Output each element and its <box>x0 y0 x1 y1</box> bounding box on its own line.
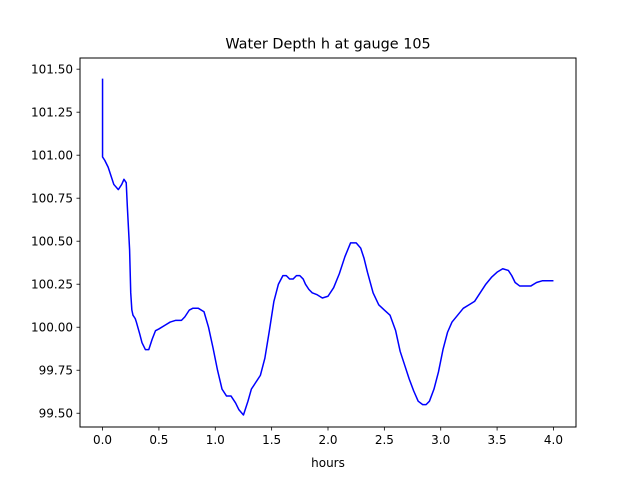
x-tick-label: 1.0 <box>206 433 225 447</box>
chart-title: Water Depth h at gauge 105 <box>225 37 430 53</box>
x-tick-label: 3.0 <box>431 433 450 447</box>
x-tick-label: 4.0 <box>544 433 563 447</box>
x-tick-label: 2.0 <box>318 433 337 447</box>
series-line-0 <box>101 78 554 416</box>
y-tick-label: 101.00 <box>31 148 73 162</box>
y-tick-label: 99.75 <box>39 364 73 378</box>
y-tick-label: 100.75 <box>31 192 73 206</box>
y-tick-label: 100.25 <box>31 278 73 292</box>
y-tick-label: 100.50 <box>31 235 73 249</box>
x-tick-label: 0.5 <box>149 433 168 447</box>
axes: 0.0 0.5 1.0 1.5 2.0 2.5 3.0 3.5 4.0 99.50 99.75 100… <box>31 57 577 447</box>
y-tick-label: 100.00 <box>31 321 73 335</box>
x-tick-label: 2.5 <box>375 433 394 447</box>
x-tick-label: 1.5 <box>262 433 281 447</box>
y-tick-label: 101.25 <box>31 105 73 119</box>
y-tick-label: 99.50 <box>39 407 73 421</box>
x-tick-label: 3.5 <box>488 433 507 447</box>
x-tick-label: 0.0 <box>93 433 112 447</box>
x-axis-title: hours <box>311 456 345 470</box>
plot-area <box>101 78 554 416</box>
y-tick-label: 101.50 <box>31 62 73 76</box>
